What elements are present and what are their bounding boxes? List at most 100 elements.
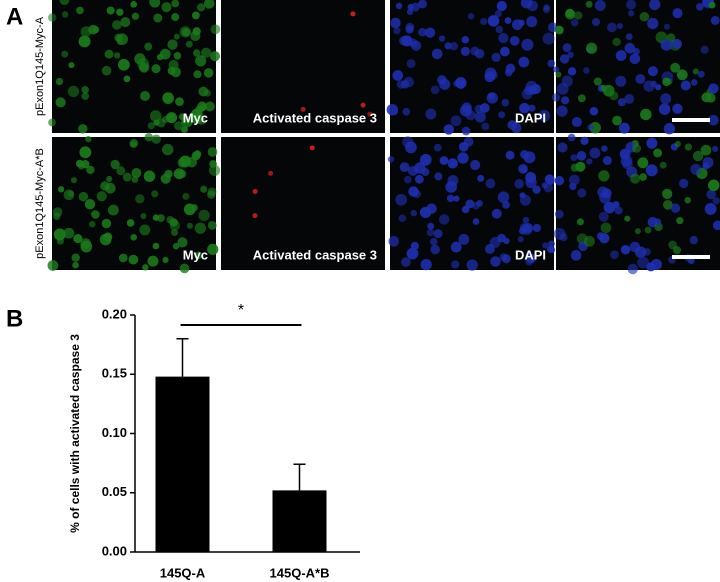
cell [194,251,203,260]
cell [646,137,658,149]
cell [498,32,509,44]
cell [57,186,65,193]
cell [561,96,570,105]
cell [706,189,716,200]
cell [399,162,410,172]
cell [487,15,500,27]
cell [78,124,88,134]
cell [156,214,165,222]
cell [676,69,688,81]
cell [196,3,206,12]
cell [56,237,64,245]
cell [521,88,533,100]
cell [414,174,424,184]
cell [181,116,193,128]
cell [171,0,180,8]
cell [674,140,681,148]
cell [130,141,137,148]
cell [632,143,642,153]
cell [497,191,510,204]
cell [252,188,258,194]
cell [191,151,201,161]
cell [500,46,510,57]
cell [70,177,78,184]
cell [198,209,210,222]
cell [521,167,528,174]
cell [712,220,720,231]
cell [406,59,416,69]
cell [172,243,180,250]
caption: DAPI [515,110,546,125]
cell [200,47,212,58]
cell [542,6,550,14]
cell [453,80,460,87]
y-tick-label: 0.20 [102,306,127,321]
cell [179,155,191,168]
cell [463,137,474,147]
cell [252,213,258,219]
cell [101,218,112,229]
cell [467,13,475,20]
cell [461,205,470,214]
cell [55,77,64,86]
cell [142,264,149,271]
cell [424,27,436,38]
cell [170,229,178,237]
cell [672,246,682,255]
cell [412,189,421,199]
cell [710,15,720,25]
cell [393,27,401,35]
cell [557,142,568,153]
cell [680,80,691,91]
cell [434,172,443,181]
cell [507,120,517,130]
cell [690,79,698,86]
cell [195,105,204,114]
cell [585,0,593,8]
cell [126,219,135,227]
cell [627,263,638,275]
cell [89,220,96,228]
cell [639,11,650,22]
cell [192,49,201,57]
cell [360,102,366,108]
cell [410,209,417,217]
cell [418,27,427,37]
cell [660,39,673,51]
cell [650,80,657,87]
cell [624,215,631,222]
caption: Myc [183,110,208,125]
cell [570,19,579,27]
cell [112,20,122,30]
cell [494,10,502,18]
micrograph [52,0,216,133]
cell [644,226,652,234]
row-label: pExon1Q145-Myc-A [34,16,46,116]
cell [704,203,717,215]
y-tick-label: 0.15 [102,366,127,381]
cell [395,2,403,10]
cell [584,235,595,247]
cell [511,19,523,31]
cell [96,191,107,202]
cell [554,209,564,219]
cell [684,143,693,151]
cell [634,228,641,235]
cell [647,17,659,30]
cell [63,227,75,239]
cell [410,241,419,251]
cell [612,115,622,126]
cell [594,0,606,11]
cell [123,75,131,83]
cell [543,183,553,193]
cell [509,35,520,46]
cell [598,211,609,222]
cell [571,117,582,128]
cell [151,190,159,198]
cell [431,48,443,60]
cell [542,32,555,45]
cell [433,143,442,152]
cell [110,159,120,170]
cell [81,160,90,169]
cell [48,118,56,127]
